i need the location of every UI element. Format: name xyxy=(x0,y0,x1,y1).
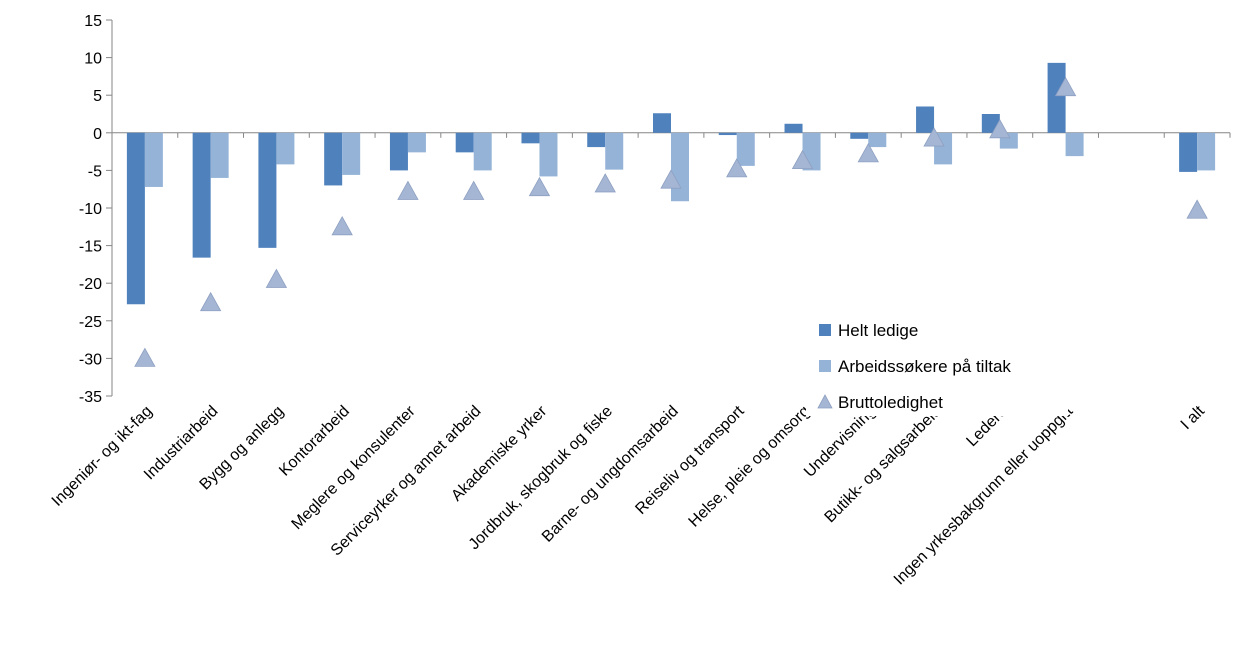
y-tick-label: -30 xyxy=(79,351,102,368)
marker-bruttoledighet xyxy=(923,127,945,147)
bar-helt-ledige xyxy=(784,123,803,133)
bar-helt-ledige xyxy=(1047,62,1066,133)
legend-swatch xyxy=(819,324,831,336)
bar-helt-ledige xyxy=(258,132,277,248)
y-tick-label: -10 xyxy=(79,201,102,218)
bar-arbeidssokere-pa-tiltak xyxy=(605,132,624,170)
category-label: Meglere og konsulenter xyxy=(289,402,420,533)
markers xyxy=(134,76,1208,367)
y-tick-label: 10 xyxy=(84,51,102,68)
y-tick-label: 5 xyxy=(93,88,102,105)
marker-bruttoledighet xyxy=(857,143,879,163)
y-tick-label: -15 xyxy=(79,239,102,256)
category-label: I alt xyxy=(1178,402,1209,433)
legend-label: Helt ledige xyxy=(838,321,918,340)
bar-arbeidssokere-pa-tiltak xyxy=(1197,132,1216,171)
bar-helt-ledige xyxy=(324,132,343,186)
marker-bruttoledighet xyxy=(594,173,616,193)
y-tick-label: 0 xyxy=(93,126,102,143)
bar-helt-ledige xyxy=(455,132,474,153)
category-label: Reiseliv og transport xyxy=(632,402,748,518)
y-tick-label: -20 xyxy=(79,276,102,293)
marker-bruttoledighet xyxy=(265,268,288,288)
bar-helt-ledige xyxy=(850,132,869,139)
bar-arbeidssokere-pa-tiltak xyxy=(868,132,887,148)
category-label: Barne- og ungdomsarbeid xyxy=(539,403,682,546)
y-axis-ticks: 15 10 5 0 -5 -10 -15 -20 -25 -30 -35 xyxy=(79,13,112,406)
marker-bruttoledighet xyxy=(726,158,748,178)
bar-arbeidssokere-pa-tiltak xyxy=(473,132,492,171)
category-label: Helse, pleie og omsorg xyxy=(686,403,814,531)
marker-bruttoledighet xyxy=(1054,76,1077,97)
legend: Helt ledige Arbeidssøkere på tiltak Brutto… xyxy=(806,312,1068,416)
bar-helt-ledige xyxy=(718,132,737,136)
y-tick-label: 15 xyxy=(84,13,102,30)
marker-bruttoledighet xyxy=(397,180,419,200)
marker-bruttoledighet xyxy=(463,180,485,200)
y-tick-label: -5 xyxy=(88,163,102,180)
marker-bruttoledighet xyxy=(1186,199,1208,219)
bar-arbeidssokere-pa-tiltak xyxy=(736,132,755,166)
bar-arbeidssokere-pa-tiltak xyxy=(1065,132,1084,157)
legend-background xyxy=(806,312,1068,416)
marker-bruttoledighet xyxy=(134,347,156,367)
y-tick-label: -35 xyxy=(79,389,102,406)
marker-bruttoledighet xyxy=(199,291,222,312)
category-label: Butikk- og salgsarbeid xyxy=(822,403,945,526)
bar-arbeidssokere-pa-tiltak xyxy=(276,132,295,165)
bar-helt-ledige xyxy=(389,132,408,171)
legend-swatch xyxy=(817,394,833,409)
marker-bruttoledighet xyxy=(791,149,814,170)
marker-bruttoledighet xyxy=(989,118,1011,139)
bar-helt-ledige xyxy=(126,132,145,305)
bar-helt-ledige xyxy=(916,106,935,133)
marker-bruttoledighet xyxy=(331,215,353,236)
bar-helt-ledige xyxy=(587,132,606,148)
legend-label: Bruttoledighet xyxy=(838,393,943,412)
bar-arbeidssokere-pa-tiltak xyxy=(539,132,558,177)
legend-swatch xyxy=(819,360,831,372)
bar-helt-ledige xyxy=(1179,132,1198,172)
bars xyxy=(126,62,1216,305)
marker-bruttoledighet xyxy=(660,169,682,189)
legend-label: Arbeidssøkere på tiltak xyxy=(838,357,1011,376)
bar-helt-ledige xyxy=(653,113,671,133)
bar-arbeidssokere-pa-tiltak xyxy=(671,132,689,202)
bar-arbeidssokere-pa-tiltak xyxy=(144,132,163,187)
bar-arbeidssokere-pa-tiltak xyxy=(342,132,361,175)
category-label: Ingeniør- og ikt-fag xyxy=(49,403,156,510)
bar-helt-ledige xyxy=(521,132,540,144)
marker-bruttoledighet xyxy=(528,176,551,197)
bar-arbeidssokere-pa-tiltak xyxy=(407,132,426,153)
bar-helt-ledige xyxy=(192,132,211,258)
bar-arbeidssokere-pa-tiltak xyxy=(210,132,229,178)
y-tick-label: -25 xyxy=(79,314,102,331)
